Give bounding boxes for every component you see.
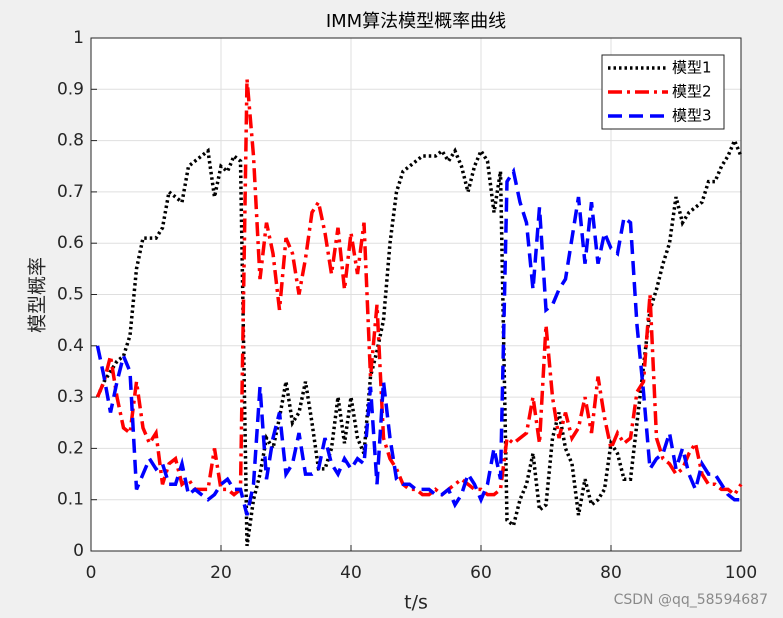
x-tick-label: 20 [210, 563, 232, 583]
legend-label: 模型3 [672, 107, 712, 125]
x-tick-label: 60 [470, 563, 492, 583]
legend-label: 模型1 [672, 59, 712, 77]
watermark: CSDN @qq_58594687 [614, 592, 768, 608]
y-tick-label: 0.1 [57, 490, 84, 510]
y-tick-label: 0.7 [57, 182, 84, 202]
y-tick-label: 0.9 [57, 79, 84, 99]
y-tick-label: 0 [73, 541, 84, 561]
series-line [95, 166, 741, 516]
x-tick-label: 80 [600, 563, 622, 583]
y-tick-label: 0.2 [57, 438, 84, 458]
x-tick-label: 0 [86, 563, 97, 583]
y-tick-label: 0.5 [57, 285, 84, 305]
x-axis-label: t/s [404, 592, 428, 614]
y-axis-label: 模型概率 [27, 257, 49, 333]
y-tick-label: 0.6 [57, 233, 84, 253]
x-tick-label: 40 [340, 563, 362, 583]
chart-title: IMM算法模型概率曲线 [326, 11, 506, 32]
series-line [95, 136, 743, 547]
y-tick-label: 0.8 [57, 131, 84, 151]
y-tick-label: 0.4 [57, 336, 84, 356]
series-line [95, 78, 743, 498]
legend-label: 模型2 [672, 83, 712, 101]
x-tick-label: 100 [725, 563, 757, 583]
axes-box [90, 37, 742, 552]
y-tick-label: 0.3 [57, 387, 84, 407]
y-tick-label: 1 [73, 28, 84, 48]
